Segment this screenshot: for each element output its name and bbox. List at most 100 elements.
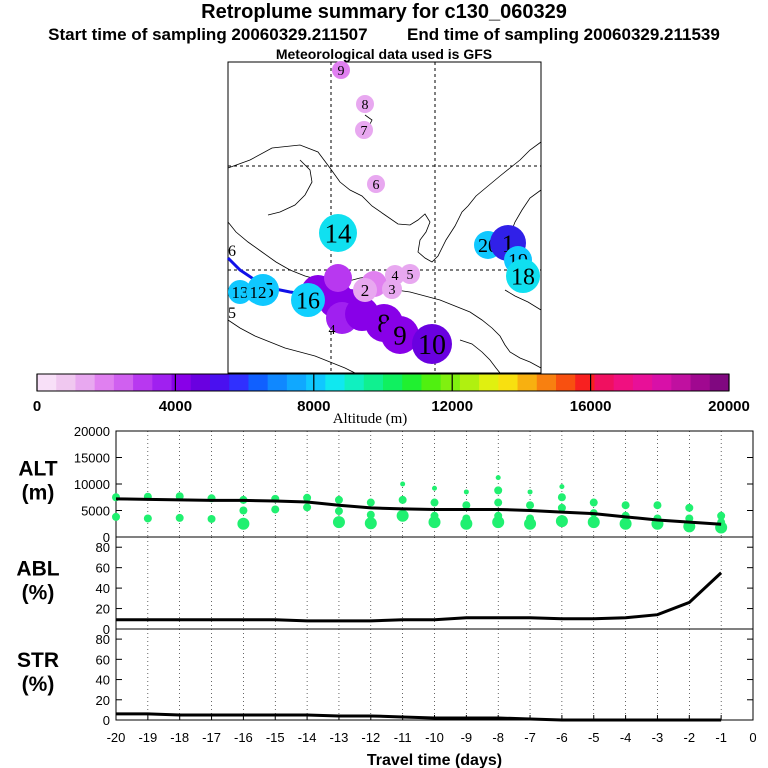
series-line: [116, 712, 722, 722]
sampling-times: Start time of sampling 20060329.211507 E…: [0, 25, 768, 45]
time-series-panels: 05000100001500020000ALT(m)020406080ABL(%…: [16, 424, 756, 768]
day-marker: [355, 121, 373, 139]
chart-title: Retroplume summary for c130_060329: [201, 1, 567, 23]
y-tick-label: 10000: [74, 477, 110, 492]
altitude-point: [332, 516, 345, 529]
day-marker-label: 14: [325, 218, 353, 248]
end-time-label: End time of sampling 20060329.211539: [407, 25, 720, 44]
altitude-point: [460, 517, 473, 530]
x-tick-label: -12: [361, 730, 380, 745]
altitude-point: [400, 481, 406, 487]
colorbar-cell: [286, 374, 307, 391]
colorbar-tick-label: 4000: [159, 398, 192, 415]
y-tick-label: 20000: [74, 424, 110, 439]
edge-day-label-2: 5: [228, 305, 236, 322]
day-marker-label: 2: [361, 281, 370, 300]
day-marker: [228, 280, 252, 304]
colorbar-cell: [690, 374, 711, 391]
colorbar-cell: [113, 374, 134, 391]
y-tick-label: 40: [96, 581, 110, 596]
altitude-point: [432, 485, 437, 491]
day-marker: [356, 95, 374, 113]
colorbar-tick-label: 16000: [570, 398, 612, 415]
y-tick-label: 20: [96, 602, 110, 617]
altitude-point: [207, 514, 216, 523]
y-axis-label: STR: [17, 649, 59, 672]
altitude-point: [495, 475, 501, 481]
colorbar-cell: [56, 374, 76, 391]
day-marker-label: 16: [296, 288, 320, 314]
colorbar-cell: [248, 374, 269, 391]
altitude-point: [396, 509, 409, 522]
altitude-point: [303, 493, 312, 502]
day-marker: [412, 324, 452, 364]
x-axis-label: Travel time (days): [367, 752, 502, 768]
colorbar-cell: [709, 374, 730, 391]
colorbar-tick-label: 0: [33, 398, 41, 415]
altitude-point: [175, 513, 184, 522]
panel-0: 0 5000 10000 15000 20000 ALT(m): [18, 424, 754, 545]
day-marker: [319, 214, 357, 252]
colorbar-cell: [498, 374, 519, 391]
colorbar-tick-label: 20000: [708, 398, 750, 415]
x-tick-label: 0: [749, 730, 756, 745]
y-axis-label: ABL: [16, 558, 59, 581]
x-tick-label: -8: [492, 730, 504, 745]
y-tick-label: 80: [96, 540, 110, 555]
start-time-label: Start time of sampling 20060329.211507: [48, 25, 368, 44]
altitude-point: [303, 503, 312, 512]
colorbar-cell: [344, 374, 365, 391]
altitude-point: [524, 517, 537, 530]
colorbar-cell: [632, 374, 653, 391]
colorbar-cell: [152, 374, 173, 391]
altitude-point: [619, 517, 632, 530]
panel-frame: [115, 628, 754, 721]
altitude-point: [239, 506, 248, 515]
colorbar-cell: [671, 374, 692, 391]
x-tick-label: -5: [588, 730, 600, 745]
colorbar-cell: [267, 374, 288, 391]
altitude-point: [237, 517, 250, 530]
colorbar-cell: [652, 374, 672, 391]
altitude-point: [555, 515, 568, 528]
series-line: [115, 497, 722, 526]
colorbar-cell: [325, 374, 346, 391]
colorbar-cell: [459, 374, 480, 391]
day-marker: [381, 316, 419, 354]
altitude-point: [527, 489, 533, 495]
altitude-point: [143, 514, 152, 523]
altitude-point: [366, 510, 375, 519]
y-tick-label: 20: [96, 693, 110, 708]
colorbar-cell: [133, 374, 153, 391]
colorbar-cells: [37, 374, 730, 391]
day-marker-label: 7: [361, 124, 368, 139]
day-marker-label: 13: [232, 283, 249, 302]
y-axis-unit: (m): [22, 482, 55, 505]
y-axis-label: ALT: [18, 458, 57, 481]
altitude-point: [621, 501, 630, 510]
x-tick-label: -4: [620, 730, 632, 745]
day-marker-label: 12: [250, 283, 267, 302]
altitude-point: [685, 503, 694, 512]
colorbar-cell: [229, 374, 249, 391]
colorbar-cell: [536, 374, 557, 391]
altitude-point: [557, 503, 566, 512]
altitude-point: [334, 507, 343, 516]
colorbar-cell: [190, 374, 211, 391]
x-tick-label: -3: [652, 730, 664, 745]
x-tick-label: -2: [684, 730, 696, 745]
colorbar-cell: [37, 374, 57, 391]
x-tick-label: -1: [715, 730, 727, 745]
altitude-point: [271, 505, 280, 514]
colorbar-label: Altitude (m): [333, 411, 408, 427]
altitude-point: [334, 495, 343, 504]
y-tick-label: 60: [96, 652, 110, 667]
altitude-point: [717, 511, 726, 520]
altitude-point: [366, 498, 375, 507]
altitude-point: [364, 517, 377, 530]
colorbar-cell: [517, 374, 538, 391]
colorbar: 0 4000 8000 12000 16000 20000 Altitude (m): [33, 373, 750, 427]
altitude-point: [587, 516, 600, 529]
day-marker: [332, 61, 350, 79]
x-tick-label: -9: [461, 730, 473, 745]
